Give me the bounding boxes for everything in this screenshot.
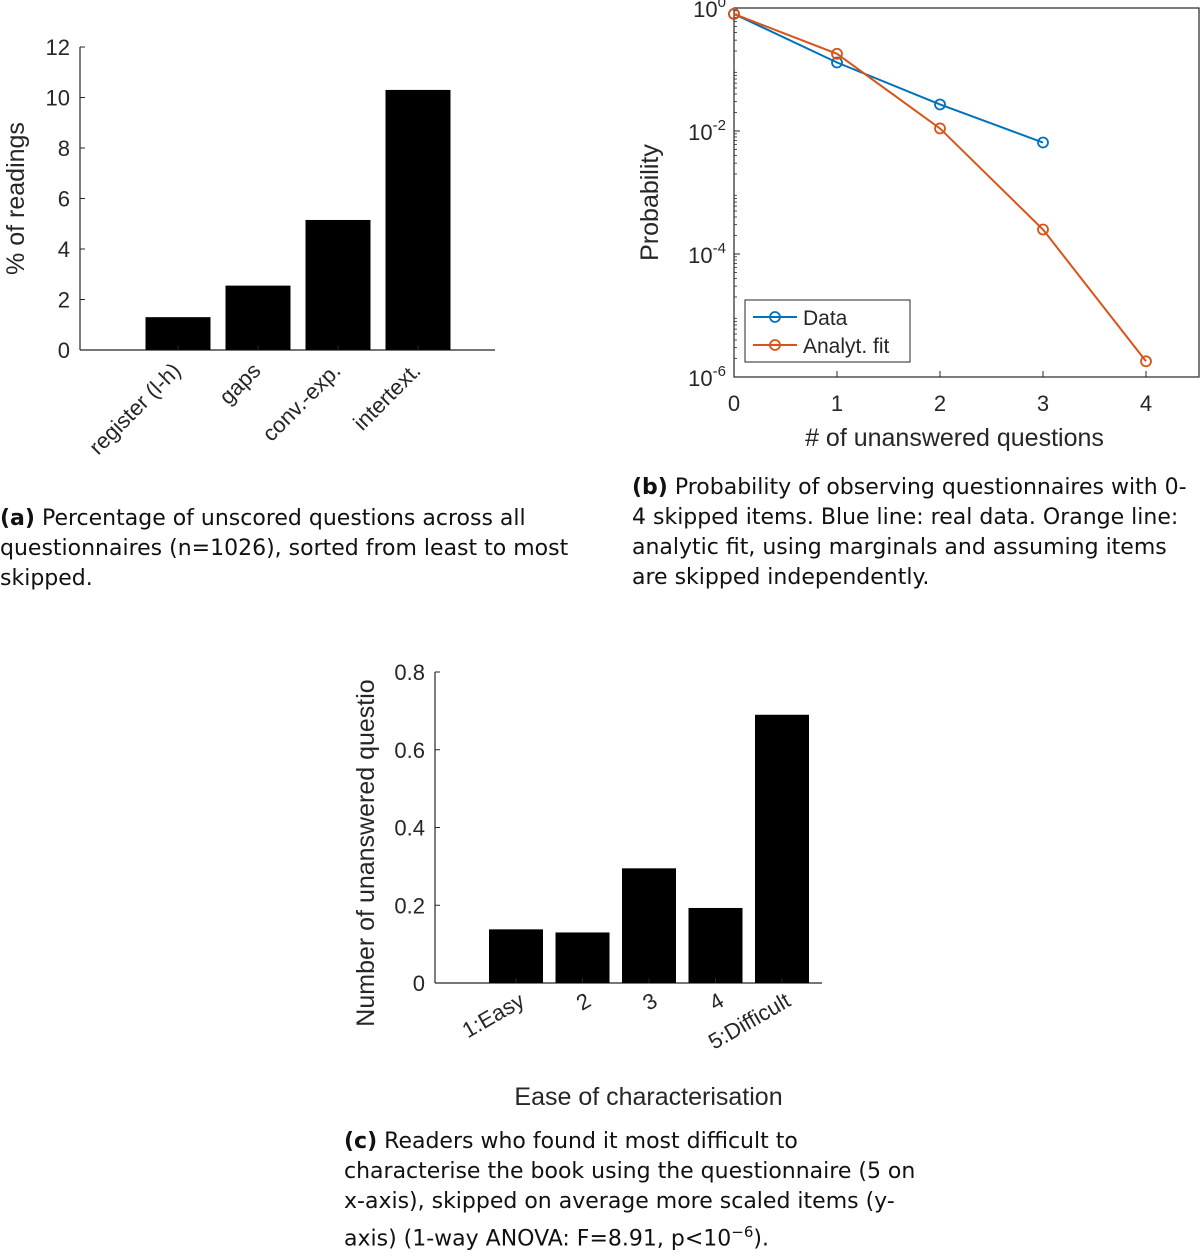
c-y-tick-label: 0.4 [394, 816, 425, 841]
c-y-tick-label: 0 [413, 971, 425, 996]
c-y-tick-label: 0.8 [394, 660, 425, 685]
c-bar [755, 714, 809, 983]
b-series-point [831, 47, 843, 60]
b-x-axis-label: # of unanswered questions [805, 424, 1104, 452]
b-y-axis-label: Probability [636, 144, 664, 261]
b-y-tick-label: 10-4 [688, 240, 726, 268]
b-y-tick-label: 10-2 [688, 117, 726, 145]
c-x-tick-label: 4 [705, 988, 728, 1016]
b-legend-marker [769, 339, 781, 351]
caption-c-tail: ). [753, 1226, 769, 1252]
b-legend-box [744, 299, 911, 363]
a-y-tick-label: 12 [46, 35, 70, 60]
b-series-point [1140, 355, 1152, 368]
caption-a-text: Percentage of unscored questions across … [0, 506, 569, 591]
b-series-point [1037, 136, 1049, 149]
a-y-tick-label: 0 [58, 338, 70, 363]
b-series-point [728, 8, 740, 20]
caption-c-label: (c) [344, 1129, 378, 1154]
a-x-tick-label: register (l-h) [84, 358, 186, 460]
a-bar [225, 285, 291, 350]
c-bar [489, 929, 543, 983]
c-y-tick-label: 0.2 [394, 893, 425, 918]
a-y-tick-label: 8 [58, 136, 70, 161]
caption-c-sup: −6 [731, 1223, 754, 1241]
b-series-line [733, 13, 1044, 144]
c-bar [622, 868, 676, 983]
a-y-tick-label: 4 [58, 237, 70, 262]
chart-b-probability-skipped: 10-6 10-4 10-2 100 0 1 2 3 4 # of unanswered ques… [636, 0, 1200, 452]
b-series-point [934, 122, 946, 135]
b-series-point [831, 56, 843, 69]
b-legend-marker [769, 311, 781, 323]
b-y-tick-label: 10-6 [688, 363, 726, 391]
a-bar [145, 317, 211, 350]
a-y-tick-label: 10 [46, 86, 70, 111]
b-series-point [934, 98, 946, 111]
caption-b-label: (b) [632, 475, 668, 500]
b-x-tick-label: 3 [1037, 391, 1049, 416]
b-axes-box [733, 7, 1200, 378]
caption-a: (a) Percentage of unscored questions acr… [0, 504, 590, 594]
b-x-tick-label: 2 [934, 391, 946, 416]
c-x-axis-label: Ease of characterisation [514, 1083, 782, 1111]
c-bar [688, 907, 743, 983]
a-bar [385, 89, 451, 351]
b-legend-label: Analyt. fit [803, 335, 890, 358]
c-x-tick-label: 2 [572, 988, 595, 1016]
c-y-tick-label: 0.6 [394, 738, 425, 763]
b-y-tick-label: 100 [693, 0, 726, 22]
b-x-tick-label: 4 [1140, 391, 1152, 416]
c-x-tick-label: 3 [638, 988, 661, 1016]
caption-c-text: Readers who found it most difficult to c… [344, 1129, 916, 1252]
b-series-line [733, 13, 1147, 362]
a-y-tick-label: 6 [58, 187, 70, 212]
caption-a-label: (a) [0, 506, 35, 531]
b-x-tick-label: 1 [831, 391, 843, 416]
c-bar [555, 932, 610, 983]
a-x-tick-label: gaps [214, 358, 265, 409]
caption-b-text: Probability of observing questionnaires … [632, 475, 1187, 590]
c-x-tick-label: 1:Easy [458, 988, 529, 1043]
a-y-tick-label: 2 [58, 288, 70, 313]
a-bar [305, 219, 371, 350]
b-series-point [1037, 223, 1049, 236]
c-y-axis-label: Number of unanswered questio [352, 679, 380, 1026]
a-y-axis-label: % of readings [2, 122, 30, 275]
caption-c: (c) Readers who found it most difficult … [344, 1127, 924, 1254]
b-legend-label: Data [803, 307, 848, 330]
caption-b: (b) Probability of observing questionnai… [632, 473, 1200, 593]
b-x-tick-label: 0 [728, 391, 740, 416]
